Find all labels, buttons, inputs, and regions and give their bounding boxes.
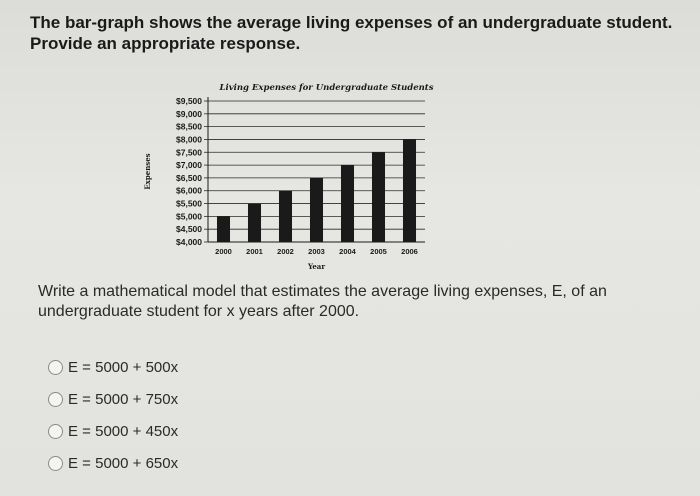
y-tick-label: $7,000 xyxy=(176,160,202,170)
question-text: The bar-graph shows the average living e… xyxy=(30,12,690,54)
x-tick-label: 2004 xyxy=(339,247,357,256)
answer-option-b-label: E = 5000 + 750x xyxy=(68,391,179,408)
prompt-text: Write a mathematical model that estimate… xyxy=(38,282,678,322)
bar xyxy=(278,190,293,242)
y-axis-label: Expenses xyxy=(143,153,152,189)
x-tick-label: 2001 xyxy=(246,247,263,256)
bar xyxy=(340,165,355,242)
x-tick-label: 2006 xyxy=(401,247,418,256)
answer-option-b[interactable]: E = 5000 + 750x xyxy=(48,387,178,412)
bar-chart-svg: Living Expenses for Undergraduate Studen… xyxy=(143,83,434,271)
y-tick-label: $9,500 xyxy=(176,96,202,106)
bar xyxy=(247,203,262,242)
radio-button-c[interactable] xyxy=(48,424,63,439)
answer-option-a[interactable]: E = 5000 + 500x xyxy=(48,355,178,380)
bar xyxy=(402,139,417,242)
x-tick-label: 2005 xyxy=(370,247,387,256)
bar xyxy=(371,152,386,242)
x-tick-label: 2000 xyxy=(215,247,232,256)
question-line-2: Provide an appropriate response. xyxy=(30,34,301,53)
radio-button-d[interactable] xyxy=(48,456,63,471)
answer-option-c[interactable]: E = 5000 + 450x xyxy=(48,419,178,444)
bar xyxy=(216,216,231,242)
bar-chart: Living Expenses for Undergraduate Studen… xyxy=(130,80,450,280)
y-tick-label: $7,500 xyxy=(176,147,202,157)
x-tick-label: 2002 xyxy=(277,247,294,256)
y-tick-label: $8,500 xyxy=(176,122,202,132)
answer-option-d[interactable]: E = 5000 + 650x xyxy=(48,451,178,476)
y-tick-label: $5,500 xyxy=(176,199,202,209)
answer-option-c-label: E = 5000 + 450x xyxy=(68,423,179,440)
prompt-line-2: undergraduate student for x years after … xyxy=(38,303,360,320)
y-tick-label: $6,000 xyxy=(176,186,202,196)
y-tick-label: $5,000 xyxy=(176,211,202,221)
chart-title: Living Expenses for Undergraduate Studen… xyxy=(219,83,434,93)
bar xyxy=(309,177,324,242)
y-tick-label: $9,000 xyxy=(176,109,202,119)
y-tick-label: $4,500 xyxy=(176,224,202,234)
y-tick-label: $4,000 xyxy=(176,237,202,247)
question-line-1: The bar-graph shows the average living e… xyxy=(30,13,673,32)
radio-button-b[interactable] xyxy=(48,392,63,407)
x-axis-label: Year xyxy=(307,262,325,271)
y-tick-label: $8,000 xyxy=(176,134,202,144)
x-tick-label: 2003 xyxy=(308,247,325,256)
answer-option-a-label: E = 5000 + 500x xyxy=(68,359,179,376)
prompt-line-1: Write a mathematical model that estimate… xyxy=(38,283,607,300)
answer-option-d-label: E = 5000 + 650x xyxy=(68,455,179,472)
y-tick-label: $6,500 xyxy=(176,173,202,183)
radio-button-a[interactable] xyxy=(48,360,63,375)
answer-options: E = 5000 + 500x E = 5000 + 750x E = 5000… xyxy=(48,355,178,483)
